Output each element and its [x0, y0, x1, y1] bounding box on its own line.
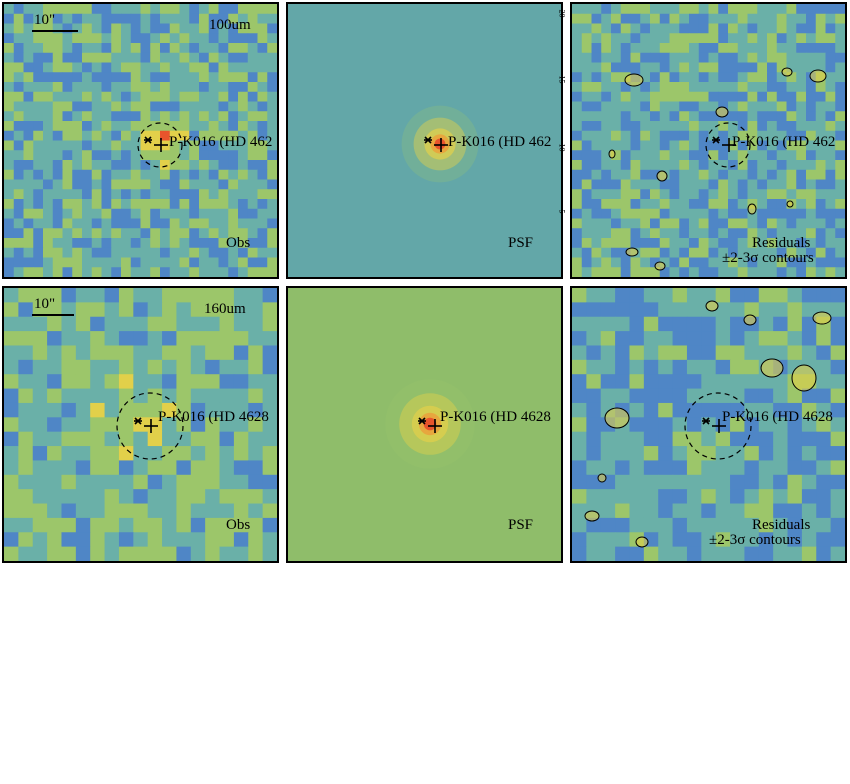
panel-160um-obs: 10" 160um P-K016 (HD 4628 Obs [2, 286, 279, 563]
panel-160um-residuals: P-K016 (HD 4628 Residuals ±2-3σ contours [570, 286, 847, 563]
figure: 10" 100um P-K016 (HD 462 Obs P-K016 (HD … [2, 2, 847, 563]
panel-caption: Obs [226, 235, 251, 251]
scale-label: 10" [34, 12, 56, 28]
panel-caption: PSF [508, 235, 534, 251]
source-label: P-K016 (HD 4628 [158, 409, 269, 425]
psf-image [288, 4, 561, 277]
band-label: 160um [204, 301, 246, 317]
tick-label: 5 [557, 209, 567, 214]
scale-label: 10" [34, 296, 56, 312]
source-label: P-K016 (HD 462 [732, 134, 836, 150]
scale-bar [32, 30, 78, 32]
residual-image [572, 288, 845, 561]
source-label: P-K016 (HD 462 [448, 134, 552, 150]
panel-100um-obs: 10" 100um P-K016 (HD 462 Obs [2, 2, 279, 279]
psf-image [288, 288, 561, 561]
panel-100um-residuals: P-K016 (HD 462 Residuals ±2-3σ contours [570, 2, 847, 279]
heatmap-image [4, 288, 277, 561]
source-label: P-K016 (HD 462 [169, 134, 273, 150]
panel-caption: Residuals [752, 235, 811, 251]
panel-caption-contours: ±2-3σ contours [722, 250, 814, 266]
panel-caption-contours: ±2-3σ contours [709, 532, 801, 548]
source-label: P-K016 (HD 4628 [722, 409, 833, 425]
panel-caption: PSF [508, 517, 534, 533]
panel-100um-psf: P-K016 (HD 462 PSF [286, 2, 563, 279]
panel-160um-psf: P-K016 (HD 4628 PSF [286, 286, 563, 563]
panel-caption: Obs [226, 517, 251, 533]
heatmap-image [4, 4, 277, 277]
band-label: 100um [209, 17, 251, 33]
residual-image [572, 4, 845, 277]
panel-caption: Residuals [752, 517, 811, 533]
scale-bar [32, 314, 74, 316]
source-label: P-K016 (HD 4628 [440, 409, 551, 425]
